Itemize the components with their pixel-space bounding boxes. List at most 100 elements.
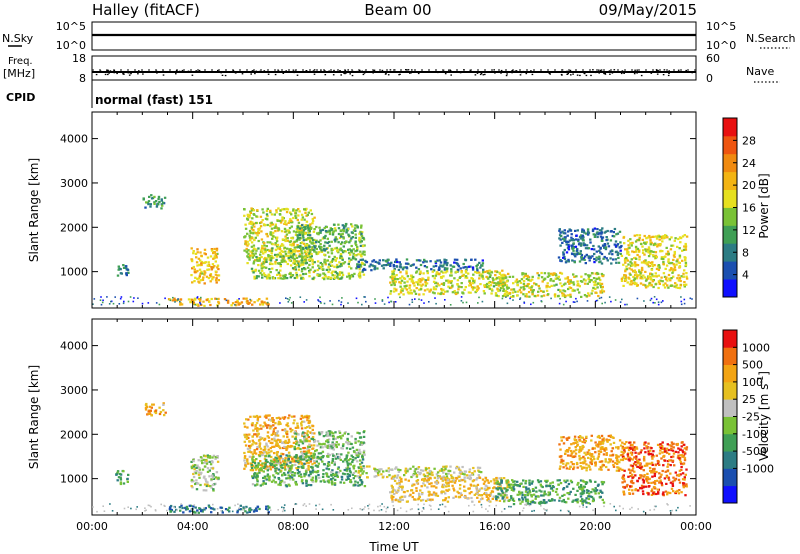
echo-cell (202, 489, 205, 492)
echo-cell (592, 280, 596, 284)
echo-cell (528, 295, 531, 298)
echo-cell (431, 498, 434, 501)
echo-cell (259, 225, 263, 228)
echo-cell (654, 283, 657, 286)
echo-cell (605, 257, 608, 260)
echo-cell (309, 238, 312, 241)
echo-cell (260, 262, 264, 265)
echo-cell (318, 226, 321, 229)
echo-cell (463, 288, 466, 291)
echo-cell (301, 416, 305, 419)
echo-cell (516, 493, 519, 496)
echo-cell (682, 275, 685, 278)
echo-cell (496, 288, 499, 291)
echo-cell (319, 458, 323, 461)
echo-cell (456, 291, 459, 294)
echo-cell (620, 277, 624, 280)
echo-cell (646, 277, 650, 280)
echo-cell (281, 458, 284, 461)
echo-cell (200, 459, 203, 462)
echo-cell (203, 248, 207, 251)
echo-cell (622, 236, 625, 239)
echo-cell (273, 226, 276, 230)
echo-cell (354, 470, 358, 473)
echo-cell (289, 254, 292, 257)
echo-cell (570, 239, 573, 242)
echo-cell (198, 275, 201, 278)
speckle-cell (303, 301, 305, 303)
echo-cell (294, 233, 298, 236)
echo-cell (297, 262, 300, 265)
echo-cell (410, 475, 413, 479)
echo-cell (393, 474, 397, 477)
echo-cell (670, 284, 674, 287)
echo-cell (360, 261, 364, 264)
echo-cell (433, 485, 436, 488)
echo-cell (270, 213, 274, 216)
echo-cell (334, 478, 337, 481)
echo-cell (627, 239, 630, 242)
echo-cell (564, 237, 567, 240)
echo-cell (639, 277, 642, 280)
speckle-cell (460, 296, 463, 298)
echo-cell (358, 276, 362, 279)
echo-cell (300, 241, 304, 244)
echo-cell (575, 234, 578, 237)
echo-cell (263, 242, 266, 245)
echo-cell (380, 473, 383, 476)
echo-cell (249, 299, 253, 302)
echo-cell (298, 255, 301, 258)
echo-cell (304, 437, 307, 440)
echo-cell (434, 264, 438, 268)
echo-cell (257, 275, 260, 278)
echo-cell (368, 265, 371, 268)
echo-cell (217, 274, 221, 277)
echo-cell (476, 496, 479, 499)
echo-cell (208, 456, 212, 459)
echo-cell (257, 269, 261, 272)
echo-cell (580, 492, 583, 495)
echo-cell (585, 481, 589, 484)
echo-cell (594, 291, 597, 294)
echo-cell (630, 258, 633, 261)
echo-cell (304, 246, 308, 249)
echo-cell (247, 436, 250, 440)
echo-cell (280, 230, 284, 233)
echo-cell (126, 477, 129, 480)
echo-cell (293, 460, 297, 463)
echo-cell (571, 288, 575, 291)
echo-cell (643, 253, 646, 256)
echo-cell (515, 278, 519, 281)
echo-cell (210, 460, 214, 463)
echo-cell (334, 431, 337, 434)
echo-cell (576, 498, 579, 501)
echo-cell (633, 281, 636, 284)
echo-cell (497, 276, 501, 279)
echo-cell (320, 250, 324, 253)
echo-cell (612, 258, 615, 261)
echo-cell (650, 268, 654, 271)
echo-cell (259, 438, 263, 441)
echo-cell (481, 478, 485, 481)
echo-cell (307, 229, 310, 232)
echo-cell (311, 217, 314, 221)
echo-cell (477, 489, 481, 492)
echo-cell (676, 258, 679, 261)
echo-cell (305, 451, 308, 454)
echo-cell (301, 231, 304, 234)
echo-cell (311, 432, 314, 435)
echo-cell (331, 270, 334, 273)
echo-cell (265, 297, 269, 300)
echo-cell (510, 497, 513, 500)
echo-cell (363, 485, 367, 488)
echo-cell (346, 227, 350, 231)
echo-cell (337, 273, 340, 276)
speckle-cell (340, 301, 343, 303)
speckle-cell (174, 301, 176, 303)
echo-cell (559, 289, 562, 292)
echo-cell (454, 292, 458, 296)
echo-cell (264, 217, 268, 220)
echo-cell (355, 448, 359, 451)
echo-cell (590, 279, 593, 282)
